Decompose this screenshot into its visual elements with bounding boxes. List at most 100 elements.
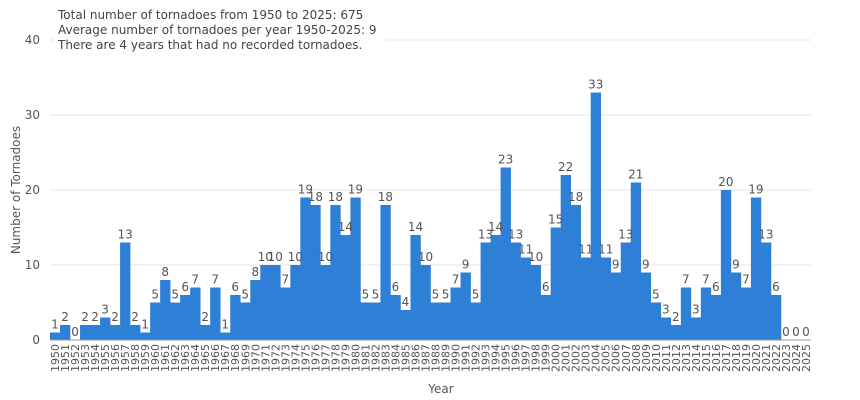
data-label-2002: 18 (568, 190, 583, 204)
data-label-1998: 10 (528, 250, 543, 264)
x-tick-label: 2025 (800, 344, 813, 372)
x-tick-label: 1983 (379, 344, 392, 372)
x-tick-label: 2010 (650, 344, 663, 372)
x-tick-label: 2022 (770, 344, 783, 372)
x-tick-label: 2018 (730, 344, 743, 372)
bar-1976 (310, 205, 321, 340)
data-label-1980: 19 (348, 183, 363, 197)
x-tick-label: 1974 (289, 344, 302, 372)
bar-1957 (120, 242, 131, 340)
x-tick-label: 1975 (299, 344, 312, 372)
data-label-1954: 2 (91, 310, 99, 324)
x-tick-label: 1960 (149, 344, 162, 372)
x-tick-label: 1957 (119, 344, 132, 372)
data-label-1959: 1 (141, 318, 149, 332)
x-tick-label: 1999 (540, 344, 553, 372)
x-tick-label: 2016 (710, 344, 723, 372)
bar-2001 (560, 175, 571, 340)
data-label-2019: 7 (742, 273, 750, 287)
x-tick-label: 1992 (470, 344, 483, 372)
bar-1998 (530, 265, 541, 340)
data-label-2020: 19 (748, 183, 763, 197)
bar-2014 (690, 317, 702, 340)
bar-1993 (480, 242, 491, 340)
data-label-1970: 8 (251, 265, 259, 279)
data-label-2024: 0 (792, 325, 800, 339)
bar-1994 (490, 235, 501, 340)
x-tick-label: 1972 (269, 344, 282, 372)
y-tick-label: 0 (32, 333, 40, 347)
x-tick-label: 2011 (660, 344, 673, 372)
data-label-2016: 6 (712, 280, 720, 294)
bar-1956 (110, 325, 121, 340)
x-tick-label: 2019 (740, 344, 753, 372)
y-tick-label: 20 (25, 183, 40, 197)
data-label-2023: 0 (782, 325, 790, 339)
x-tick-label: 1991 (460, 344, 473, 372)
x-tick-label: 1964 (189, 344, 202, 372)
bar-2017 (720, 190, 732, 340)
x-tick-label: 1976 (309, 344, 322, 372)
data-label-1969: 5 (241, 288, 249, 302)
bar-2010 (650, 302, 662, 340)
bar-1951 (60, 325, 71, 340)
x-tick-label: 1996 (510, 344, 523, 372)
data-label-1953: 2 (81, 310, 89, 324)
x-tick-label: 1968 (229, 344, 242, 372)
x-tick-label: 1971 (259, 344, 272, 372)
x-tick-label: 1990 (450, 344, 463, 372)
bar-1959 (140, 332, 151, 340)
x-tick-label: 1961 (159, 344, 172, 372)
x-tick-label: 2000 (550, 344, 563, 372)
data-label-1974: 10 (288, 250, 303, 264)
bar-1960 (150, 302, 161, 340)
y-axis-title: Number of Tornadoes (9, 126, 23, 254)
x-tick-label: 2004 (590, 344, 603, 372)
bar-1964 (190, 287, 201, 340)
data-label-2004: 33 (588, 78, 603, 92)
x-tick-label: 1966 (209, 344, 222, 372)
data-label-1955: 3 (101, 303, 109, 317)
x-tick-label: 1962 (169, 344, 182, 372)
data-label-1977: 10 (318, 250, 333, 264)
bar-2019 (740, 287, 752, 340)
bar-2016 (710, 295, 722, 340)
y-tick-label: 10 (25, 258, 40, 272)
bar-1965 (200, 325, 211, 340)
bar-1973 (280, 287, 291, 340)
data-label-1950: 1 (51, 318, 59, 332)
data-label-1987: 10 (418, 250, 433, 264)
bar-1954 (90, 325, 101, 340)
bar-1988 (430, 302, 441, 340)
bar-2007 (620, 242, 632, 340)
bar-1974 (290, 265, 301, 340)
x-tick-label: 2007 (620, 344, 633, 372)
summary-zero-years: There are 4 years that had no recorded t… (58, 38, 363, 52)
data-label-1962: 5 (171, 288, 179, 302)
x-tick-label: 1950 (49, 344, 62, 372)
bar-1961 (160, 280, 171, 340)
bar-2008 (630, 182, 642, 340)
bar-2006 (610, 272, 622, 340)
data-label-2015: 7 (702, 273, 710, 287)
bar-1985 (400, 310, 411, 340)
bar-1967 (220, 332, 231, 340)
x-tick-label: 1998 (530, 344, 543, 372)
x-tick-label: 2008 (630, 344, 643, 372)
data-label-1972: 10 (268, 250, 283, 264)
data-label-1975: 19 (298, 183, 313, 197)
x-tick-label: 2001 (560, 344, 573, 372)
bar-1968 (230, 295, 241, 340)
bar-1991 (460, 272, 471, 340)
bar-1953 (80, 325, 91, 340)
data-label-1979: 14 (338, 220, 353, 234)
x-tick-label: 1954 (89, 344, 102, 372)
bar-2015 (700, 287, 712, 340)
bar-1995 (500, 167, 511, 340)
x-tick-label: 2015 (700, 344, 713, 372)
data-label-1978: 18 (328, 190, 343, 204)
data-label-2018: 9 (732, 258, 740, 272)
data-label-1999: 6 (542, 280, 550, 294)
